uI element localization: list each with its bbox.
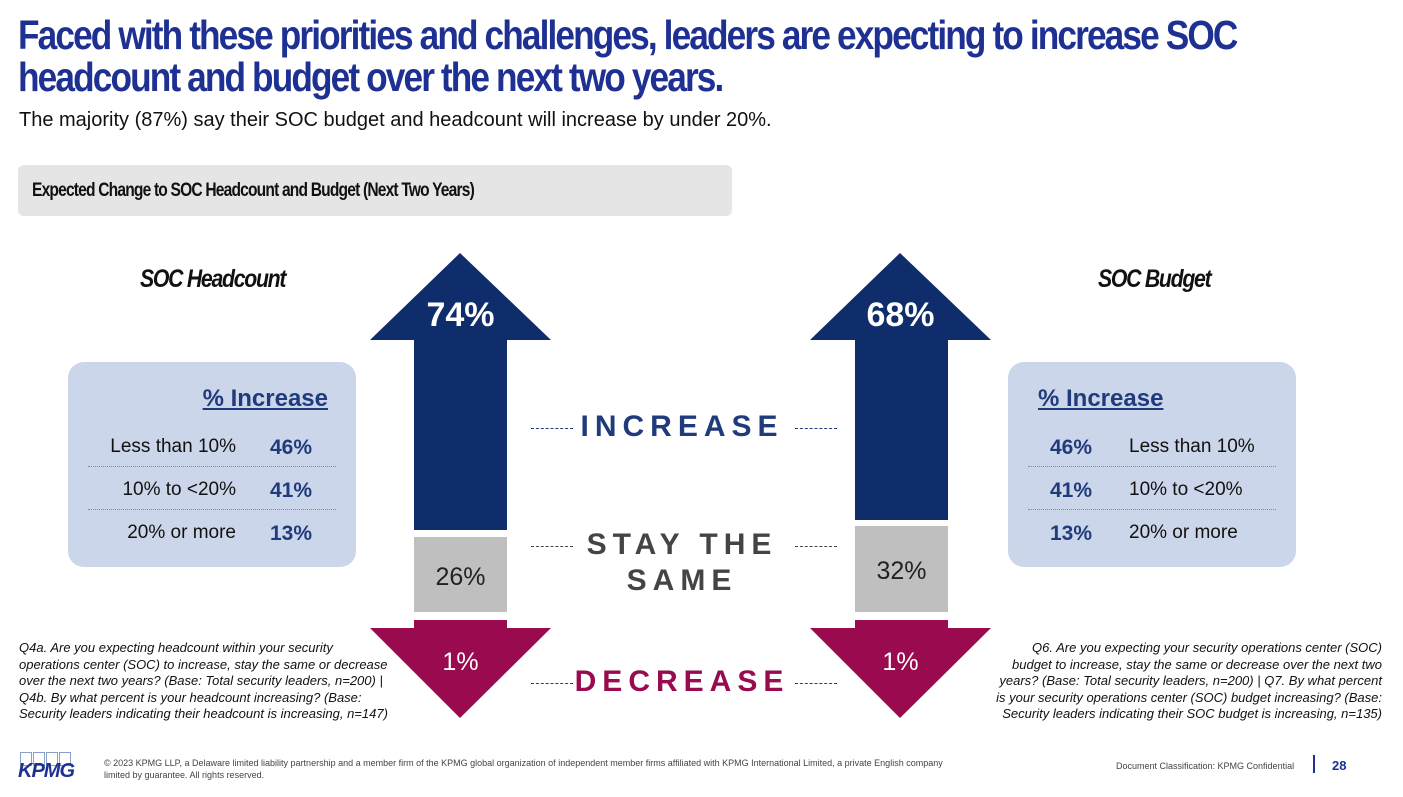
headcount-decrease-value: 1%	[442, 648, 479, 676]
headcount-increase-panel: % Increase Less than 10% 46% 10% to <20% 4…	[68, 362, 356, 567]
headcount-increase-arrow	[370, 253, 551, 530]
budget-increase-panel: % Increase 46% Less than 10% 41% 10% to <2…	[1008, 362, 1296, 567]
section-label: Expected Change to SOC Headcount and Bud…	[32, 180, 475, 201]
same-label-line2: SAME	[626, 564, 738, 597]
same-label-line1: STAY THE	[586, 528, 778, 561]
headcount-increase-value: 74%	[426, 296, 495, 334]
logo-text: KPMG	[18, 760, 75, 782]
page-title: Faced with these priorities and challeng…	[18, 12, 1238, 100]
dash-line	[795, 546, 837, 547]
page-number: 28	[1332, 758, 1347, 773]
increase-label: INCREASE	[580, 410, 784, 443]
table-row: 41% 10% to <20%	[1028, 467, 1276, 510]
dash-line	[531, 546, 573, 547]
table-row: 13% 20% or more	[1028, 510, 1276, 553]
row-label: 10% to <20%	[122, 479, 236, 500]
row-value: 41%	[270, 479, 313, 502]
budget-same-value: 32%	[876, 557, 927, 585]
row-value: 41%	[1050, 479, 1093, 502]
headcount-same-value: 26%	[435, 563, 486, 591]
row-label: 20% or more	[1129, 522, 1238, 543]
table-row: 20% or more 13%	[88, 510, 336, 553]
panel-title: % Increase	[202, 385, 328, 412]
row-value: 46%	[1050, 436, 1093, 459]
section-label-band: Expected Change to SOC Headcount and Bud…	[18, 165, 732, 216]
panel-title: % Increase	[1038, 385, 1164, 412]
row-value: 13%	[1050, 522, 1093, 545]
footer-divider	[1313, 755, 1315, 773]
table-row: Less than 10% 46%	[88, 424, 336, 467]
row-label: 20% or more	[127, 522, 236, 543]
dash-line	[795, 428, 837, 429]
row-label: Less than 10%	[110, 436, 236, 457]
dash-line	[795, 683, 837, 684]
headcount-heading: SOC Headcount	[140, 265, 286, 293]
dash-line	[531, 683, 573, 684]
headcount-question-note: Q4a. Are you expecting headcount within …	[19, 640, 388, 721]
kpmg-logo: KPMG	[18, 752, 78, 782]
table-row: 46% Less than 10%	[1028, 424, 1276, 467]
budget-increase-value: 68%	[866, 296, 935, 334]
row-value: 46%	[270, 436, 313, 459]
budget-decrease-arrow	[810, 620, 991, 718]
headcount-same-box	[414, 537, 507, 612]
row-label: Less than 10%	[1129, 436, 1255, 457]
dash-line	[531, 428, 573, 429]
budget-same-box	[855, 526, 948, 612]
copyright: © 2023 KPMG LLP, a Delaware limited liab…	[104, 758, 943, 780]
decrease-label: DECREASE	[574, 665, 790, 698]
row-label: 10% to <20%	[1129, 479, 1243, 500]
budget-question-note: Q6. Are you expecting your security oper…	[996, 640, 1382, 721]
budget-decrease-value: 1%	[882, 648, 919, 676]
page-subtitle: The majority (87%) say their SOC budget …	[19, 109, 772, 131]
budget-heading: SOC Budget	[1098, 265, 1212, 293]
headcount-decrease-arrow	[370, 620, 551, 718]
table-row: 10% to <20% 41%	[88, 467, 336, 510]
document-classification: Document Classification: KPMG Confidenti…	[1116, 761, 1295, 771]
row-value: 13%	[270, 522, 313, 545]
budget-increase-arrow	[810, 253, 991, 520]
